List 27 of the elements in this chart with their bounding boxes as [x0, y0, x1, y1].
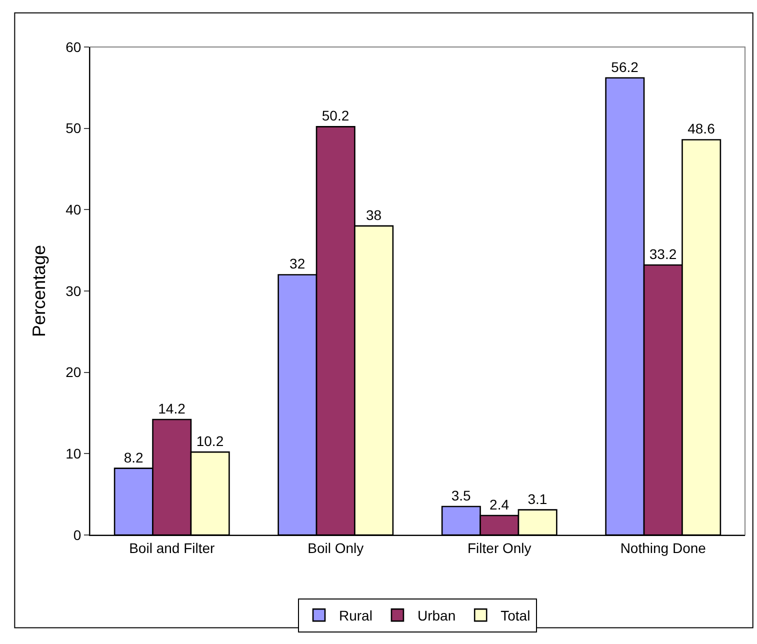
data-label: 48.6	[688, 120, 716, 137]
legend-label: Urban	[417, 608, 456, 624]
legend-label: Rural	[339, 608, 372, 624]
x-tick-label: Boil Only	[308, 540, 364, 556]
data-label: 3.1	[528, 490, 548, 507]
data-label: 14.2	[158, 400, 186, 417]
data-label: 2.4	[490, 496, 510, 512]
y-tick-label: 10	[66, 446, 82, 462]
x-tick-label: Boil and Filter	[129, 540, 216, 556]
data-label: 50.2	[322, 108, 350, 124]
data-label: 38	[366, 206, 382, 223]
y-axis-title: Percentage	[28, 244, 49, 338]
legend-label: Total	[500, 608, 530, 624]
x-tick-label: Nothing Done	[620, 540, 706, 556]
data-label: 10.2	[196, 433, 224, 450]
y-tick-label: 50	[66, 120, 82, 136]
data-label: 8.2	[124, 449, 144, 466]
y-tick-label: 30	[66, 282, 82, 299]
x-tick-label: Filter Only	[467, 540, 532, 556]
data-label: 33.2	[649, 246, 677, 262]
y-tick-label: 0	[73, 526, 82, 543]
data-label: 56.2	[611, 58, 639, 75]
y-tick-label: 20	[66, 364, 82, 380]
y-tick-label: 40	[66, 202, 82, 218]
y-tick-label: 60	[66, 38, 82, 55]
data-label: 32	[290, 256, 306, 272]
data-label: 3.5	[451, 488, 472, 504]
